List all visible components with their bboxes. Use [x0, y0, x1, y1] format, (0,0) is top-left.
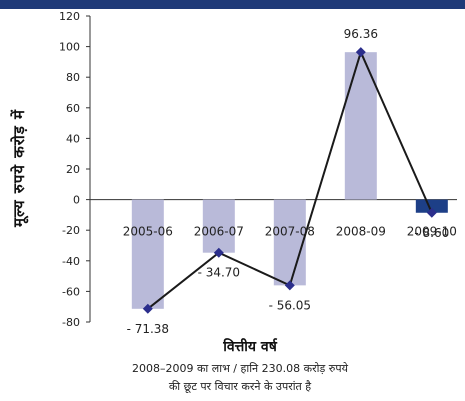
x-category-label: 2008-09 [336, 225, 386, 239]
data-point-marker [355, 47, 366, 58]
x-category-label: 2006-07 [194, 225, 244, 239]
data-point-marker [284, 280, 295, 291]
y-tick-label: 60 [66, 102, 80, 115]
data-value-label: - 56.05 [269, 298, 312, 312]
data-value-label: - 71.38 [127, 322, 170, 336]
bar-2007-08 [273, 199, 306, 286]
y-tick-label: -40 [62, 255, 80, 268]
y-tick-label: -20 [62, 224, 80, 237]
header-band [0, 0, 465, 9]
y-tick-label: 0 [73, 194, 80, 207]
bar-2009-10 [415, 199, 448, 213]
caption-line-1: 2008–2009 का लाभ / हानि 230.08 करोड़ रुप… [131, 362, 349, 375]
x-category-label: 2005-06 [123, 225, 173, 239]
bar-2008-09 [344, 52, 377, 200]
data-point-marker [426, 207, 437, 218]
data-value-label: - 8.60 [414, 226, 449, 240]
x-category-label: 2007-08 [265, 225, 315, 239]
y-tick-label: 100 [59, 41, 80, 54]
data-value-label: - 34.70 [198, 266, 241, 280]
y-tick-label: 80 [66, 71, 80, 84]
y-axis-label: मूल्य रुपये करोड़ में [10, 109, 28, 227]
data-value-label: 96.36 [344, 27, 378, 41]
y-tick-label: 20 [66, 163, 80, 176]
data-point-marker [213, 247, 224, 258]
x-category-label: 2009-10 [407, 225, 457, 239]
caption-line-2: की छूट पर विचार करने के उपरांत है [168, 380, 312, 393]
y-tick-label: -60 [62, 285, 80, 298]
chart-caption: 2008–2009 का लाभ / हानि 230.08 करोड़ रुप… [30, 360, 450, 396]
y-tick-label: -80 [62, 316, 80, 329]
x-axis-label: वित्तीय वर्ष [223, 339, 277, 355]
y-tick-label: 40 [66, 132, 80, 145]
bar-2006-07 [202, 199, 235, 253]
y-tick-label: 120 [59, 10, 80, 23]
bar-2005-06 [131, 199, 164, 309]
data-point-marker [142, 303, 153, 314]
